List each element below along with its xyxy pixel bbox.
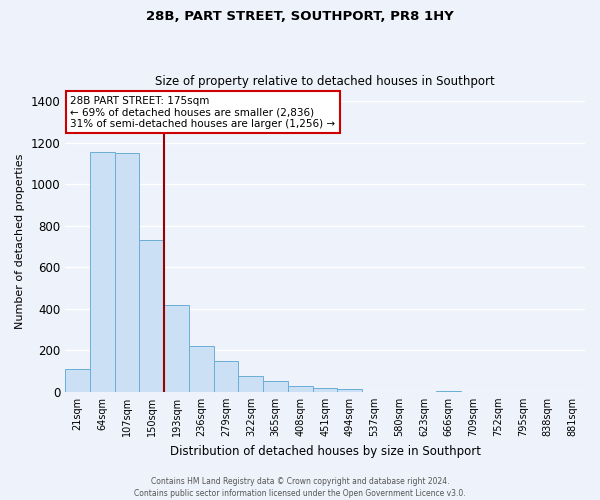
Bar	[337, 388, 362, 392]
X-axis label: Distribution of detached houses by size in Southport: Distribution of detached houses by size …	[170, 444, 481, 458]
Y-axis label: Number of detached properties: Number of detached properties	[15, 154, 25, 329]
Bar	[313, 388, 337, 392]
Bar	[238, 376, 263, 392]
Title: Size of property relative to detached houses in Southport: Size of property relative to detached ho…	[155, 76, 495, 88]
Bar	[65, 369, 90, 392]
Bar	[263, 382, 288, 392]
Bar	[288, 386, 313, 392]
Bar	[189, 346, 214, 392]
Bar	[90, 152, 115, 392]
Text: 28B PART STREET: 175sqm
← 69% of detached houses are smaller (2,836)
31% of semi: 28B PART STREET: 175sqm ← 69% of detache…	[70, 96, 335, 129]
Bar	[139, 240, 164, 392]
Bar	[436, 391, 461, 392]
Bar	[214, 360, 238, 392]
Text: 28B, PART STREET, SOUTHPORT, PR8 1HY: 28B, PART STREET, SOUTHPORT, PR8 1HY	[146, 10, 454, 23]
Bar	[164, 304, 189, 392]
Bar	[115, 154, 139, 392]
Text: Contains HM Land Registry data © Crown copyright and database right 2024.
Contai: Contains HM Land Registry data © Crown c…	[134, 476, 466, 498]
